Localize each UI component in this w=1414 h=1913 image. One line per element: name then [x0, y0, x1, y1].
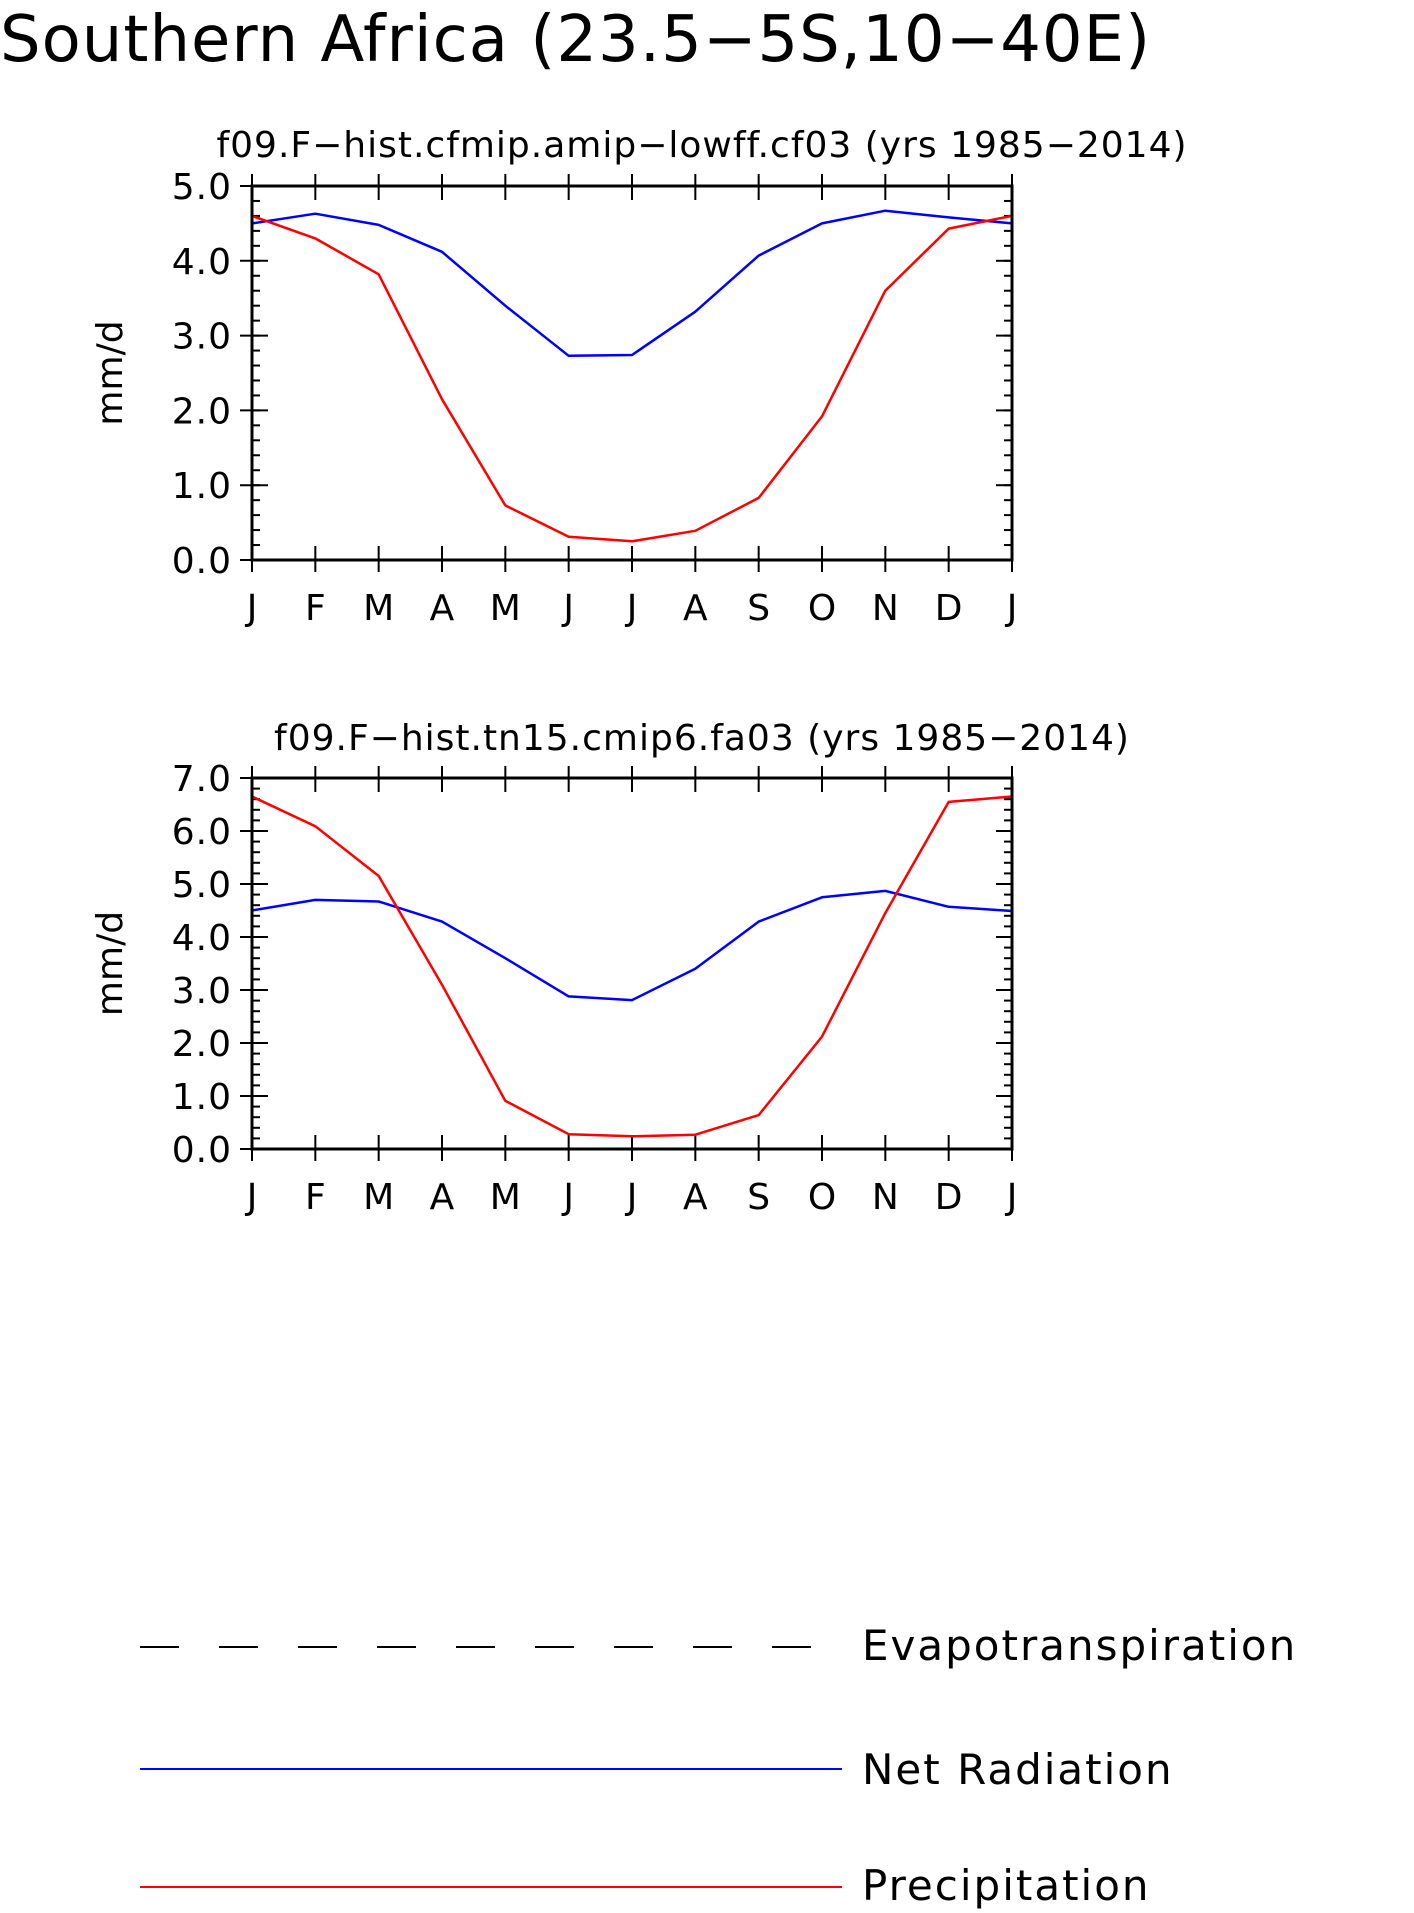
y-tick-label: 4.0: [172, 918, 232, 959]
y-tick-label: 2.0: [172, 1024, 232, 1065]
series-line-net-radiation: [251, 209, 1013, 358]
x-tick-label: J: [1005, 1177, 1018, 1218]
chart-title: f09.F−hist.tn15.cmip6.fa03 (yrs 1985−201…: [274, 718, 1130, 759]
plot-frame: [250, 184, 1014, 562]
x-tick-label: A: [683, 1177, 708, 1218]
x-tick-label: N: [872, 1177, 899, 1218]
y-tick-label: 6.0: [172, 812, 232, 853]
x-tick-label: S: [747, 1177, 770, 1218]
y-tick-label: 5.0: [172, 167, 232, 208]
x-tick-label: J: [625, 588, 638, 629]
x-tick-label: A: [430, 1177, 455, 1218]
y-axis-label: mm/d: [90, 911, 131, 1016]
y-tick-label: 5.0: [172, 865, 232, 906]
y-tick-label: 3.0: [172, 317, 232, 358]
y-axis-label: mm/d: [90, 320, 131, 425]
legend-item-precipitation: Precipitation: [140, 1861, 1151, 1910]
x-tick-label: M: [363, 588, 394, 629]
y-tick-label: 2.0: [172, 391, 232, 432]
x-tick-label: J: [561, 1177, 574, 1218]
series-line-net-radiation: [251, 889, 1013, 1002]
page-title: Southern Africa (23.5−5S,10−40E): [0, 3, 1152, 77]
legend-label-precipitation: Precipitation: [862, 1861, 1151, 1910]
chart-1: f09.F−hist.cfmip.amip−lowff.cf03 (yrs 19…: [90, 125, 1187, 629]
x-tick-label: M: [490, 1177, 521, 1218]
x-tick-label: J: [245, 588, 258, 629]
x-tick-label: S: [747, 588, 770, 629]
y-tick-label: 0.0: [172, 1130, 232, 1171]
y-tick-label: 3.0: [172, 971, 232, 1012]
legend-label-net-radiation: Net Radiation: [862, 1745, 1174, 1794]
y-tick-label: 1.0: [172, 1077, 232, 1118]
x-tick-label: D: [935, 1177, 963, 1218]
x-tick-label: J: [625, 1177, 638, 1218]
legend-item-net-radiation: Net Radiation: [140, 1745, 1174, 1794]
x-tick-label: J: [245, 1177, 258, 1218]
y-tick-label: 4.0: [172, 242, 232, 283]
series-line-precipitation: [251, 214, 1013, 543]
y-tick-label: 7.0: [172, 759, 232, 800]
x-tick-label: N: [872, 588, 899, 629]
x-tick-label: O: [808, 1177, 836, 1218]
legend-item-evapotranspiration: Evapotranspiration: [140, 1621, 1297, 1670]
x-tick-label: D: [935, 588, 963, 629]
x-tick-label: F: [305, 588, 326, 629]
plot-frame: [250, 776, 1014, 1151]
legend-label-evapotranspiration: Evapotranspiration: [862, 1621, 1297, 1670]
x-tick-label: J: [1005, 588, 1018, 629]
chart-title: f09.F−hist.cfmip.amip−lowff.cf03 (yrs 19…: [216, 125, 1187, 166]
x-tick-label: M: [363, 1177, 394, 1218]
y-tick-label: 1.0: [172, 466, 232, 507]
x-tick-label: F: [305, 1177, 326, 1218]
x-tick-label: M: [490, 588, 521, 629]
series-line-precipitation: [251, 795, 1013, 1138]
y-tick-label: 0.0: [172, 541, 232, 582]
chart-2: f09.F−hist.tn15.cmip6.fa03 (yrs 1985−201…: [90, 718, 1130, 1218]
x-tick-label: A: [430, 588, 455, 629]
x-tick-label: J: [561, 588, 574, 629]
x-tick-label: A: [683, 588, 708, 629]
x-tick-label: O: [808, 588, 836, 629]
